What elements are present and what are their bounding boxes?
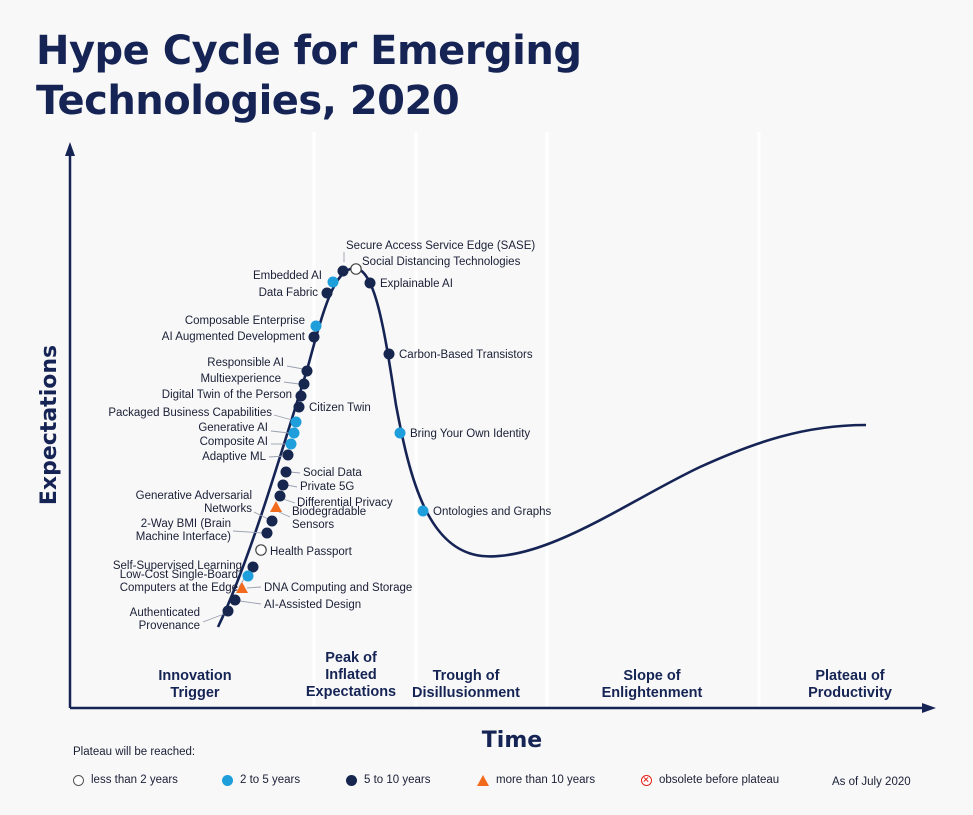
label-social-distancing-technologies: Social Distancing Technologies (362, 256, 521, 268)
label-biodegradable-sensors: Biodegradable Sensors (292, 506, 366, 531)
leader-generative-adversarial-networks (253, 511, 269, 520)
label-low-cost-single-board-computers-at-the-edge: Low-Cost Single-Board Computers at the Ed… (120, 569, 238, 594)
leader-authenticated-provenance (202, 613, 225, 623)
marker-generative-ai[interactable] (288, 427, 300, 439)
marker-data-fabric[interactable] (321, 287, 333, 299)
leader-differential-privacy (282, 498, 296, 504)
marker-citizen-twin[interactable] (293, 401, 305, 413)
marker-adaptive-ml[interactable] (282, 449, 294, 461)
label-composable-enterprise: Composable Enterprise (185, 315, 305, 327)
label-digital-twin-of-the-person: Digital Twin of the Person (162, 389, 292, 401)
label-explainable-ai: Explainable AI (380, 278, 453, 290)
phase-dividers (312, 132, 761, 706)
label-generative-ai: Generative AI (198, 422, 268, 434)
marker-embedded-ai[interactable] (327, 276, 339, 288)
label-carbon-based-transistors: Carbon-Based Transistors (399, 349, 533, 361)
marker-multiexperience[interactable] (298, 378, 310, 390)
leader-social-data (289, 471, 301, 474)
label-responsible-ai: Responsible AI (207, 357, 284, 369)
marker-2-way-bmi-brain-machine-interface[interactable] (261, 527, 273, 539)
phase-label-innovation-trigger: Innovation Trigger (158, 668, 231, 701)
phase-label-trough-of-disillusionment: Trough of Disillusionment (412, 668, 520, 701)
label-differential-privacy: Differential Privacy (297, 497, 393, 509)
marker-composable-enterprise[interactable] (310, 320, 322, 332)
label-generative-adversarial-networks: Generative Adversarial Networks (136, 490, 253, 515)
marker-self-supervised-learning[interactable] (247, 561, 259, 573)
marker-secure-access-service-edge-sase[interactable] (337, 265, 349, 277)
marker-explainable-ai[interactable] (364, 277, 376, 289)
marker-responsible-ai[interactable] (301, 365, 313, 377)
marker-packaged-business-capabilities[interactable] (290, 416, 302, 428)
chart-title: Hype Cycle for Emerging Technologies, 20… (36, 26, 582, 126)
label-authenticated-provenance: Authenticated Provenance (130, 607, 200, 632)
marker-composite-ai[interactable] (285, 438, 297, 450)
label-ai-augmented-development: AI Augmented Development (162, 331, 306, 343)
leader-ai-assisted-design (239, 600, 262, 605)
phase-label-peak-of-inflated-expectations: Peak of Inflated Expectations (306, 650, 396, 700)
leader-multiexperience (283, 381, 300, 385)
y-axis-title: Expectations (37, 345, 62, 505)
label-self-supervised-learning: Self-Supervised Learning (113, 560, 242, 572)
leader-private-5g (286, 484, 298, 488)
label-2-way-bmi-brain-machine-interface: 2-Way BMI (Brain Machine Interface) (136, 518, 231, 543)
marker-digital-twin-of-the-person[interactable] (295, 390, 307, 402)
label-citizen-twin: Citizen Twin (309, 402, 371, 414)
marker-social-data[interactable] (280, 466, 292, 478)
marker-differential-privacy[interactable] (274, 490, 286, 502)
leader-2-way-bmi-brain-machine-interface (232, 530, 264, 534)
x-axis-title: Time (482, 728, 542, 753)
label-ai-assisted-design: AI-Assisted Design (264, 599, 361, 611)
marker-private-5g[interactable] (277, 479, 289, 491)
phase-label-plateau-of-productivity: Plateau of Productivity (808, 668, 892, 701)
axes (65, 142, 936, 713)
marker-biodegradable-sensors[interactable] (270, 501, 282, 512)
leader-adaptive-ml (268, 455, 285, 458)
marker-bring-your-own-identity[interactable] (394, 427, 406, 439)
label-composite-ai: Composite AI (200, 436, 268, 448)
marker-dna-computing-and-storage[interactable] (236, 582, 248, 593)
label-private-5g: Private 5G (300, 481, 354, 493)
label-dna-computing-and-storage: DNA Computing and Storage (264, 582, 412, 594)
marker-ontologies-and-graphs[interactable] (417, 505, 429, 517)
chart-title-line-1: Hype Cycle for Emerging (36, 28, 582, 74)
leader-packaged-business-capabilities (273, 414, 293, 421)
technology-labels: Secure Access Service Edge (SASE) Social … (108, 240, 551, 632)
marker-generative-adversarial-networks[interactable] (266, 515, 278, 527)
leader-biodegradable-sensors (278, 511, 291, 518)
marker-social-distancing-technologies[interactable] (350, 263, 362, 275)
label-data-fabric: Data Fabric (259, 287, 319, 299)
leader-dna-computing-and-storage (246, 586, 262, 589)
y-axis-arrow (65, 142, 75, 156)
label-multiexperience: Multiexperience (200, 373, 281, 385)
marker-ai-assisted-design[interactable] (229, 594, 241, 606)
technology-markers (222, 263, 429, 617)
chart-title-line-2: Technologies, 2020 (36, 78, 460, 124)
label-ontologies-and-graphs: Ontologies and Graphs (433, 506, 552, 518)
label-embedded-ai: Embedded AI (253, 270, 322, 282)
label-bring-your-own-identity: Bring Your Own Identity (410, 428, 530, 440)
label-packaged-business-capabilities: Packaged Business Capabilities (108, 407, 272, 419)
label-leaders (202, 252, 345, 623)
marker-low-cost-single-board-computers-at-the-edge[interactable] (242, 570, 254, 582)
x-axis-arrow (922, 703, 936, 713)
label-social-data: Social Data (303, 467, 362, 479)
marker-authenticated-provenance[interactable] (222, 605, 234, 617)
label-health-passport: Health Passport (270, 546, 353, 558)
phase-label-slope-of-enlightenment: Slope of Enlightenment (602, 668, 703, 701)
leader-responsible-ai (286, 365, 304, 370)
marker-ai-augmented-development[interactable] (308, 331, 320, 343)
leader-generative-ai (270, 430, 290, 434)
label-secure-access-service-edge-sase: Secure Access Service Edge (SASE) (346, 240, 535, 252)
marker-health-passport[interactable] (255, 544, 267, 556)
label-adaptive-ml: Adaptive ML (202, 451, 267, 463)
phase-labels: Innovation Trigger Peak of Inflated Expectat… (158, 650, 892, 701)
marker-carbon-based-transistors[interactable] (383, 348, 395, 360)
